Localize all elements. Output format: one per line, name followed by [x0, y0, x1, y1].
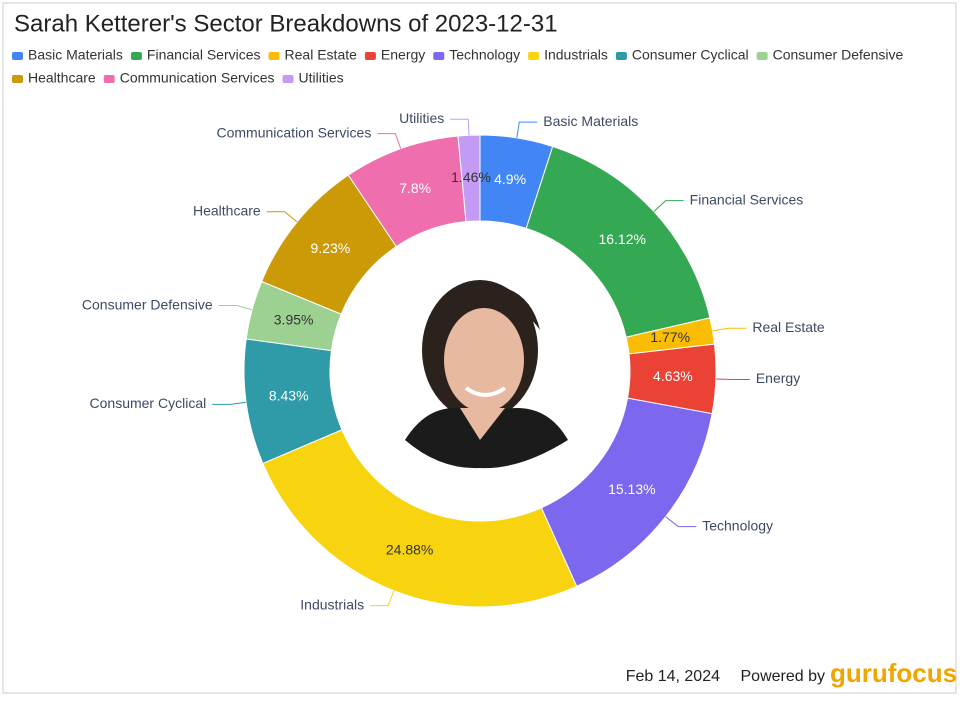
legend-label: Healthcare [28, 70, 96, 86]
category-label: Financial Services [690, 191, 804, 207]
legend-label: Basic Materials [28, 47, 123, 63]
donut-slice [262, 429, 578, 608]
legend-label: Utilities [299, 70, 344, 86]
legend-swatch [528, 52, 540, 60]
legend-label: Industrials [544, 47, 608, 63]
leader-line [377, 133, 402, 149]
category-label: Basic Materials [543, 113, 638, 129]
category-label: Real Estate [752, 319, 825, 335]
legend-label: Financial Services [147, 47, 261, 63]
value-label: 24.88% [386, 541, 433, 557]
value-label: 3.95% [274, 312, 314, 328]
value-label: 15.13% [608, 481, 655, 497]
legend-swatch [756, 52, 768, 60]
value-label: 4.9% [494, 171, 526, 187]
category-label: Technology [702, 517, 773, 533]
legend-label: Consumer Defensive [773, 47, 904, 63]
footer-credit: Powered by [741, 668, 826, 685]
legend-swatch [12, 52, 23, 60]
legend-label: Consumer Cyclical [632, 47, 749, 63]
leader-line [715, 378, 750, 381]
category-label: Energy [756, 370, 800, 386]
legend-swatch [103, 75, 115, 83]
donut-slice [457, 134, 481, 223]
legend-label: Communication Services [120, 70, 275, 86]
brand-logo: gurufocus [830, 658, 957, 688]
category-label: Communication Services [216, 124, 371, 140]
leader-line [665, 516, 697, 528]
leader-line [653, 200, 684, 212]
legend: Basic Materials Financial Services Real Es… [12, 47, 904, 86]
legend-swatch [433, 52, 445, 60]
category-label: Consumer Cyclical [90, 395, 207, 411]
legend-swatch [12, 75, 23, 83]
value-label: 16.12% [598, 231, 645, 247]
category-label: Healthcare [193, 202, 261, 218]
legend-label: Energy [381, 47, 425, 63]
value-label: 4.63% [653, 368, 693, 384]
leader-line [266, 211, 298, 223]
leader-line [218, 305, 253, 311]
value-label: 1.77% [650, 329, 690, 345]
value-label: 9.23% [311, 240, 351, 256]
leader-line [712, 327, 747, 332]
legend-swatch [130, 52, 142, 60]
value-label: 8.43% [269, 387, 309, 403]
legend-label: Real Estate [285, 47, 358, 63]
value-label: 1.46% [451, 169, 491, 185]
leader-line [516, 121, 538, 138]
leader-line [370, 590, 395, 607]
legend-swatch [268, 52, 280, 60]
legend-swatch [364, 52, 376, 60]
value-label: 7.8% [399, 180, 431, 196]
legend-label: Technology [449, 47, 520, 63]
category-label: Consumer Defensive [82, 296, 213, 312]
chart-title: Sarah Ketterer's Sector Breakdowns of 20… [14, 10, 558, 37]
category-label: Utilities [399, 110, 444, 126]
portrait [405, 280, 568, 469]
donut: 4.9% Basic Materials 16.12% Financial Servi… [82, 110, 825, 612]
leader-line [212, 401, 247, 405]
legend-swatch [615, 52, 627, 60]
category-label: Industrials [300, 596, 364, 612]
leader-line [450, 118, 470, 136]
legend-swatch [282, 75, 294, 83]
footer-date: Feb 14, 2024 [626, 668, 720, 685]
